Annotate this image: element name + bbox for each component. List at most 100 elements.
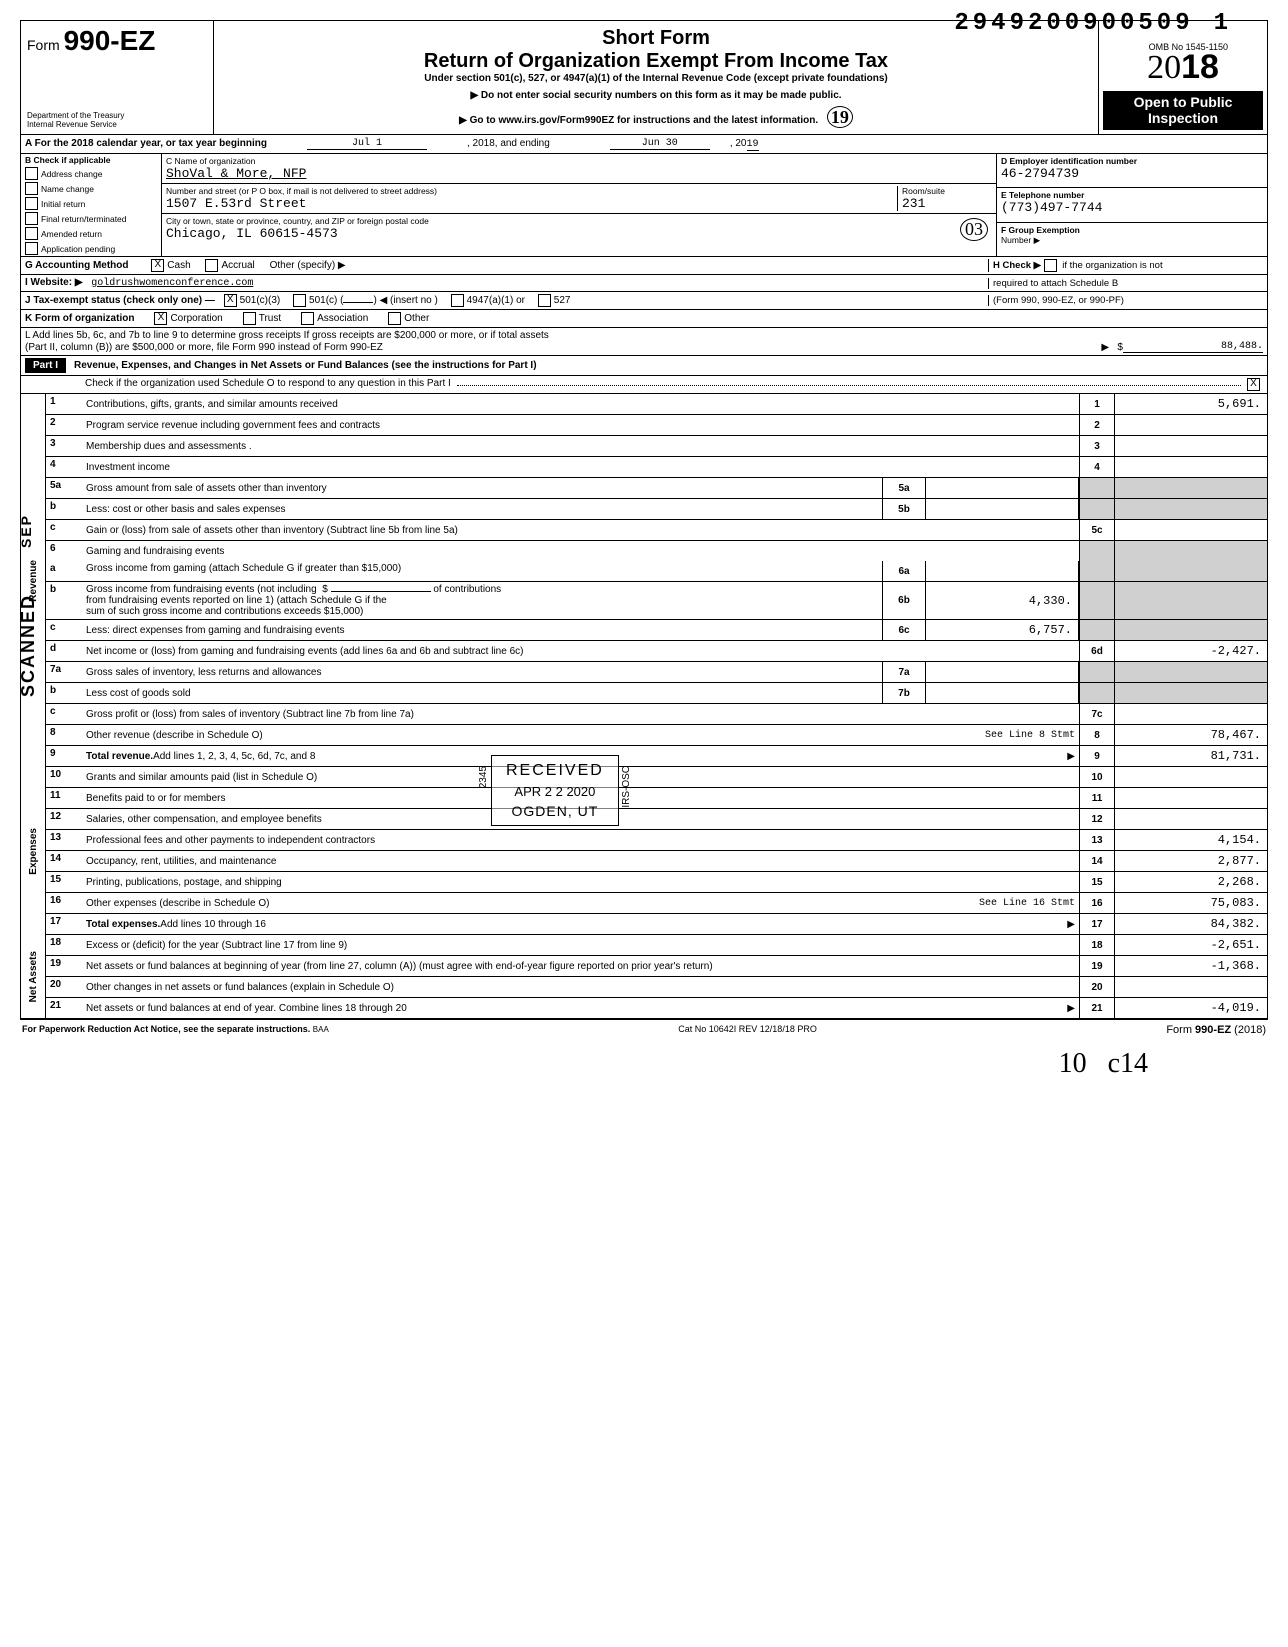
part-i-check-text: Check if the organization used Schedule …: [85, 378, 451, 389]
line-a: A For the 2018 calendar year, or tax yea…: [20, 135, 1268, 154]
j-4947: 4947(a)(1) or: [467, 295, 525, 306]
f-circle: 03: [960, 218, 988, 241]
line-6b-desc2: from fundraising events reported on line…: [86, 595, 387, 606]
line-12-val: [1115, 809, 1267, 829]
line-21-val: -4,019.: [1115, 998, 1267, 1018]
line-1-desc: Contributions, gifts, grants, and simila…: [86, 399, 338, 410]
part-i-check[interactable]: X: [1247, 378, 1260, 391]
line-6d-val: -2,427.: [1115, 641, 1267, 661]
room-label: Room/suite: [902, 186, 992, 196]
row-i: I Website: ▶ goldrushwomenconference.com…: [20, 275, 1268, 292]
h-text2: if the organization is not: [1062, 260, 1162, 271]
expenses-grid: Expenses 10Grants and similar amounts pa…: [20, 767, 1268, 935]
line-9-desc: Add lines 1, 2, 3, 4, 5c, 6d, 7c, and 8: [153, 751, 315, 762]
row-gh: G Accounting Method XCash Accrual Other …: [20, 257, 1268, 275]
b-address-change[interactable]: Address change: [21, 166, 161, 181]
h-check[interactable]: [1044, 259, 1057, 272]
k-label: K Form of organization: [25, 313, 134, 324]
open-2: Inspection: [1105, 111, 1261, 126]
org-name: ShoVal & More, NFP: [166, 166, 992, 181]
expenses-label: Expenses: [28, 828, 39, 875]
line-8-val: 78,467.: [1115, 725, 1267, 745]
line-2-val: [1115, 415, 1267, 435]
j-501c-check[interactable]: [293, 294, 306, 307]
street: 1507 E.53rd Street: [166, 196, 897, 211]
line-a-mid: , 2018, and ending: [467, 138, 550, 150]
d-label: D Employer identification number: [1001, 156, 1263, 166]
line-18-val: -2,651.: [1115, 935, 1267, 955]
part-i-label: Part I: [25, 358, 66, 373]
tax-year: 2018: [1103, 48, 1263, 87]
c-label: C Name of organization: [166, 156, 992, 166]
line-10-val: [1115, 767, 1267, 787]
g-accrual-check[interactable]: [205, 259, 218, 272]
b-label: B Check if applicable: [21, 154, 161, 166]
goto-text: ▶ Go to www.irs.gov/Form990EZ for instru…: [459, 115, 818, 126]
line-8-note: See Line 8 Stmt: [985, 730, 1075, 741]
e-box: E Telephone number (773)497-7744: [997, 188, 1267, 222]
g-cash-check[interactable]: X: [151, 259, 164, 272]
h-text1: H Check ▶: [993, 260, 1041, 271]
revenue-sidelabel: Revenue: [21, 394, 46, 767]
line-13-desc: Professional fees and other payments to …: [86, 835, 375, 846]
signature: 10 c14: [1059, 1048, 1148, 1080]
line-19-val: -1,368.: [1115, 956, 1267, 976]
line-6a-desc: Gross income from gaming (attach Schedul…: [86, 563, 401, 574]
b-pending[interactable]: Application pending: [21, 241, 161, 256]
h-text4: (Form 990, 990-EZ, or 990-PF): [988, 295, 1263, 306]
dept-2: Internal Revenue Service: [27, 121, 207, 130]
k-corp-check[interactable]: X: [154, 312, 167, 325]
k-assoc-check[interactable]: [301, 312, 314, 325]
row-k: K Form of organization XCorporation Trus…: [20, 310, 1268, 328]
line-6d-desc: Net income or (loss) from gaming and fun…: [86, 646, 523, 657]
j-527-check[interactable]: [538, 294, 551, 307]
b-name-change[interactable]: Name change: [21, 181, 161, 196]
e-label: E Telephone number: [1001, 190, 1263, 200]
section-bcdef: B Check if applicable Address change Nam…: [20, 154, 1268, 257]
footer: For Paperwork Reduction Act Notice, see …: [20, 1019, 1268, 1040]
b-item-1: Name change: [41, 184, 94, 194]
k-trust-check[interactable]: [243, 312, 256, 325]
line-11-desc: Benefits paid to or for members: [86, 793, 226, 804]
sep-stamp: SEP: [18, 514, 34, 548]
k-corp: Corporation: [170, 313, 222, 324]
j-4947-check[interactable]: [451, 294, 464, 307]
j-501c: 501(c) (: [309, 295, 343, 306]
line-a-label: A For the 2018 calendar year, or tax yea…: [25, 138, 267, 150]
omb-number: OMB No 1545-1150: [1149, 42, 1228, 52]
year-suffix: 18: [1181, 48, 1219, 86]
l-val: 88,488.: [1123, 341, 1263, 353]
h-text3: required to attach Schedule B: [988, 278, 1263, 289]
line-3-desc: Membership dues and assessments .: [86, 441, 252, 452]
j-501c3: 501(c)(3): [240, 295, 281, 306]
b-amended[interactable]: Amended return: [21, 226, 161, 241]
b-final-return[interactable]: Final return/terminated: [21, 211, 161, 226]
dept: Department of the Treasury Internal Reve…: [27, 112, 207, 130]
line-16-note: See Line 16 Stmt: [979, 898, 1075, 909]
form-prefix: Form: [27, 37, 60, 53]
line-5b-desc: Less: cost or other basis and sales expe…: [86, 504, 286, 515]
ssn-warn: ▶ Do not enter social security numbers o…: [224, 90, 1088, 101]
col-c: C Name of organization ShoVal & More, NF…: [162, 154, 996, 256]
line-19-desc: Net assets or fund balances at beginning…: [86, 961, 713, 972]
revenue-grid: Revenue 1Contributions, gifts, grants, a…: [20, 394, 1268, 767]
b-item-4: Amended return: [41, 229, 102, 239]
b-initial-return[interactable]: Initial return: [21, 196, 161, 211]
line-12-desc: Salaries, other compensation, and employ…: [86, 814, 322, 825]
dln: 2949200900509: [954, 10, 1193, 37]
f-label: F Group Exemption: [1001, 225, 1263, 235]
line-11-val: [1115, 788, 1267, 808]
j-501c3-check[interactable]: X: [224, 294, 237, 307]
header: Form 990-EZ Department of the Treasury I…: [20, 20, 1268, 135]
line-15-desc: Printing, publications, postage, and shi…: [86, 877, 282, 888]
room: 231: [902, 196, 992, 211]
line-6a-mid: [926, 561, 1079, 581]
netassets-sidelabel: Net Assets: [21, 935, 46, 1018]
line-5c-desc: Gain or (loss) from sale of assets other…: [86, 525, 458, 536]
line-a-end-month: Jun 30: [610, 138, 710, 150]
revenue-label: Revenue: [28, 560, 39, 602]
b-item-3: Final return/terminated: [41, 214, 127, 224]
line-2-desc: Program service revenue including govern…: [86, 420, 380, 431]
k-other-check[interactable]: [388, 312, 401, 325]
expenses-sidelabel: Expenses: [21, 767, 46, 935]
